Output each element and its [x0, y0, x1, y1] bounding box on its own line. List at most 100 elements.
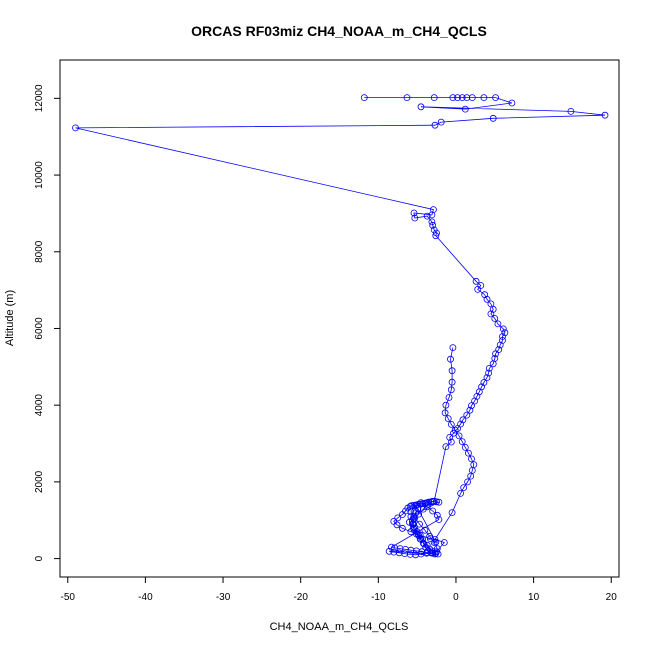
- data-point: [501, 329, 509, 337]
- data-point: [489, 114, 497, 122]
- y-tick-label: 4000: [34, 394, 45, 417]
- y-tick-label: 0: [34, 555, 45, 561]
- data-point: [447, 386, 455, 394]
- data-point: [483, 374, 491, 382]
- data-point: [442, 401, 450, 409]
- data-point: [448, 367, 456, 375]
- data-point: [407, 546, 415, 554]
- data-point: [398, 524, 406, 532]
- data-point: [433, 498, 440, 506]
- data-point: [499, 325, 507, 333]
- data-point: [417, 550, 425, 558]
- y-axis-label: Altitude (m): [4, 290, 16, 346]
- data-point: [492, 94, 500, 101]
- data-point: [494, 320, 502, 328]
- data-point: [466, 406, 474, 414]
- data-point: [406, 551, 414, 558]
- x-tick-label: 10: [528, 592, 540, 603]
- data-point: [451, 426, 459, 434]
- data-point: [491, 315, 499, 322]
- x-tick-label: -20: [293, 592, 308, 603]
- data-point: [417, 499, 425, 507]
- data-point: [444, 415, 452, 423]
- data-point: [429, 507, 437, 515]
- data-point: [463, 411, 471, 419]
- data-point: [412, 509, 420, 516]
- data-point: [458, 438, 466, 446]
- x-tick-label: -40: [138, 592, 153, 603]
- data-point: [450, 429, 458, 437]
- data-point: [395, 549, 403, 557]
- data-point: [411, 514, 419, 522]
- data-point: [419, 536, 427, 543]
- data-point: [401, 550, 409, 557]
- data-point: [448, 378, 456, 386]
- data-point: [601, 111, 609, 119]
- data-point: [416, 520, 423, 528]
- data-point: [485, 364, 493, 372]
- data-point: [460, 484, 468, 492]
- data-point: [410, 209, 418, 217]
- data-point: [428, 549, 436, 556]
- data-point: [448, 509, 456, 516]
- data-point: [391, 544, 399, 552]
- data-point: [431, 121, 439, 129]
- data-point: [411, 214, 419, 222]
- data-point: [426, 532, 434, 540]
- data-point: [474, 285, 482, 293]
- chart-title: ORCAS RF03miz CH4_NOAA_m_CH4_QCLS: [191, 23, 487, 39]
- y-tick-label: 6000: [34, 317, 45, 340]
- data-point: [458, 94, 466, 101]
- data-point: [393, 521, 401, 529]
- x-tick-label: -30: [216, 592, 231, 603]
- x-tick-label: -50: [61, 592, 76, 603]
- data-point: [423, 541, 431, 549]
- x-axis: -50 -40 -30 -20 -10 0 10 20: [61, 577, 617, 603]
- data-point: [472, 277, 480, 285]
- y-axis: 0 2000 4000 6000 8000 10000 12000: [34, 84, 60, 561]
- data-point: [445, 394, 453, 401]
- data-point: [421, 526, 429, 534]
- data-point: [468, 94, 476, 101]
- plot-frame: [59, 59, 620, 578]
- y-tick-label: 10000: [34, 161, 45, 189]
- data-point: [457, 420, 465, 428]
- data-point: [423, 212, 431, 220]
- data-point: [435, 498, 443, 506]
- data-point: [417, 103, 425, 111]
- data-point: [423, 503, 431, 511]
- data-point: [459, 416, 467, 424]
- data-point: [428, 218, 436, 226]
- data-point: [447, 355, 454, 363]
- data-point: [412, 502, 420, 510]
- data-point: [483, 295, 491, 303]
- data-point: [431, 536, 439, 543]
- data-point: [433, 511, 441, 519]
- data-point: [446, 433, 454, 441]
- x-tick-label: -10: [371, 592, 386, 603]
- data-point: [402, 546, 409, 553]
- x-tick-label: 0: [453, 592, 459, 603]
- data-point: [457, 489, 465, 497]
- y-tick-label: 12000: [34, 84, 45, 112]
- data-point: [396, 545, 404, 552]
- data-point: [419, 505, 427, 513]
- data-point: [461, 443, 469, 451]
- data-point: [449, 94, 457, 101]
- data-point: [480, 94, 488, 101]
- data-point: [394, 514, 402, 522]
- data-point: [470, 461, 478, 469]
- data-point: [471, 397, 479, 405]
- data-point: [415, 510, 423, 518]
- data-point: [567, 108, 575, 115]
- data-point: [485, 369, 493, 377]
- data-point: [496, 341, 504, 349]
- data-point: [409, 524, 417, 532]
- data-point: [468, 455, 475, 463]
- plot-area: [72, 94, 609, 559]
- data-point: [464, 449, 472, 457]
- data-point: [428, 211, 436, 219]
- data-point: [432, 232, 440, 240]
- data-point: [407, 508, 415, 516]
